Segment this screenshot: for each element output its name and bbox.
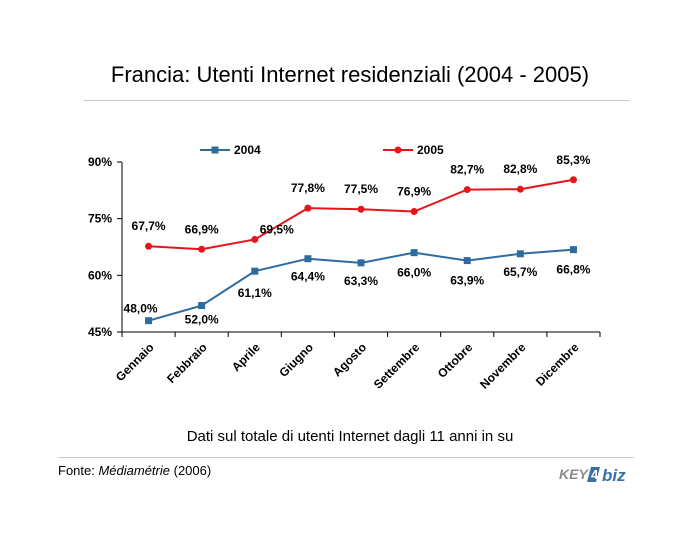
legend-label: 2004 — [234, 143, 261, 157]
x-tick-label: Settembre — [371, 340, 423, 392]
data-point-2005 — [569, 176, 577, 184]
data-point-2005 — [410, 207, 418, 215]
data-label-2004: 48,0% — [124, 302, 158, 316]
data-label-2004: 66,0% — [397, 266, 431, 280]
data-label-2005: 76,9% — [397, 184, 431, 198]
key4biz-logo: KEY 4 biz — [559, 466, 626, 485]
data-label-2004: 66,8% — [556, 263, 590, 277]
x-tick-label: Dicembre — [533, 340, 582, 389]
source-prefix: Fonte: — [58, 463, 99, 478]
data-point-2004 — [463, 257, 471, 265]
data-point-2004 — [357, 259, 365, 267]
data-label-2004: 52,0% — [185, 313, 219, 327]
source-year: (2006) — [170, 463, 212, 478]
y-tick-label: 75% — [88, 212, 112, 226]
data-label-2004: 63,3% — [344, 274, 378, 288]
y-tick-label: 45% — [88, 325, 112, 339]
data-label-2004: 64,4% — [291, 270, 325, 284]
data-point-2004 — [145, 317, 153, 325]
legend-marker — [394, 146, 402, 154]
data-label-2005: 82,8% — [503, 162, 537, 176]
x-tick-label: Aprile — [229, 340, 263, 374]
data-point-2004 — [198, 302, 206, 310]
x-tick-label: Febbraio — [164, 340, 210, 386]
data-point-2005 — [251, 235, 259, 243]
logo-biz-text: biz — [602, 466, 626, 485]
data-label-2005: 82,7% — [450, 163, 484, 177]
data-label-2005: 69,5% — [260, 222, 294, 236]
data-point-2005 — [357, 205, 365, 213]
logo-four-glyph: 4 — [591, 467, 599, 482]
logo-four-shape — [587, 467, 600, 482]
legend-marker — [211, 146, 219, 154]
chart-title: Francia: Utenti Internet residenziali (2… — [110, 62, 590, 87]
data-point-2004 — [251, 267, 259, 275]
data-label-2004: 63,9% — [450, 274, 484, 288]
data-label-2004: 61,1% — [238, 286, 272, 300]
x-tick-label: Giugno — [276, 340, 316, 380]
legend-label: 2005 — [417, 143, 444, 157]
title-divider — [84, 100, 630, 101]
data-label-2005: 85,3% — [556, 153, 590, 167]
data-label-2004: 65,7% — [503, 265, 537, 279]
data-label-2005: 77,8% — [291, 181, 325, 195]
chart-subtitle: Dati sul totale di utenti Internet dagli… — [186, 428, 514, 445]
data-point-2005 — [463, 186, 471, 194]
y-tick-label: 90% — [88, 155, 112, 169]
x-tick-label: Ottobre — [435, 340, 476, 381]
x-tick-label: Agosto — [330, 340, 369, 379]
line-chart: 45% 60% 75% 90% Gennaio Febbraio Aprile Giugno A… — [88, 143, 601, 392]
source-name: Médiamétrie — [98, 463, 170, 478]
logo-key-text: KEY — [559, 466, 589, 482]
x-tick-label: Novembre — [477, 340, 529, 392]
data-label-2005: 67,7% — [132, 219, 166, 233]
data-point-2005 — [516, 185, 524, 193]
x-tick-label: Gennaio — [113, 340, 157, 384]
data-point-2004 — [304, 255, 312, 263]
data-point-2004 — [516, 250, 524, 258]
data-point-2004 — [569, 246, 577, 254]
data-label-2005: 77,5% — [344, 182, 378, 196]
data-label-2005: 66,9% — [185, 222, 219, 236]
data-point-2005 — [145, 242, 153, 250]
y-tick-label: 60% — [88, 268, 112, 282]
source-note: Fonte: Médiamétrie (2006) — [58, 463, 211, 478]
data-point-2004 — [410, 249, 418, 257]
footer-divider — [58, 457, 634, 458]
data-point-2005 — [198, 245, 206, 253]
data-point-2005 — [304, 204, 312, 212]
